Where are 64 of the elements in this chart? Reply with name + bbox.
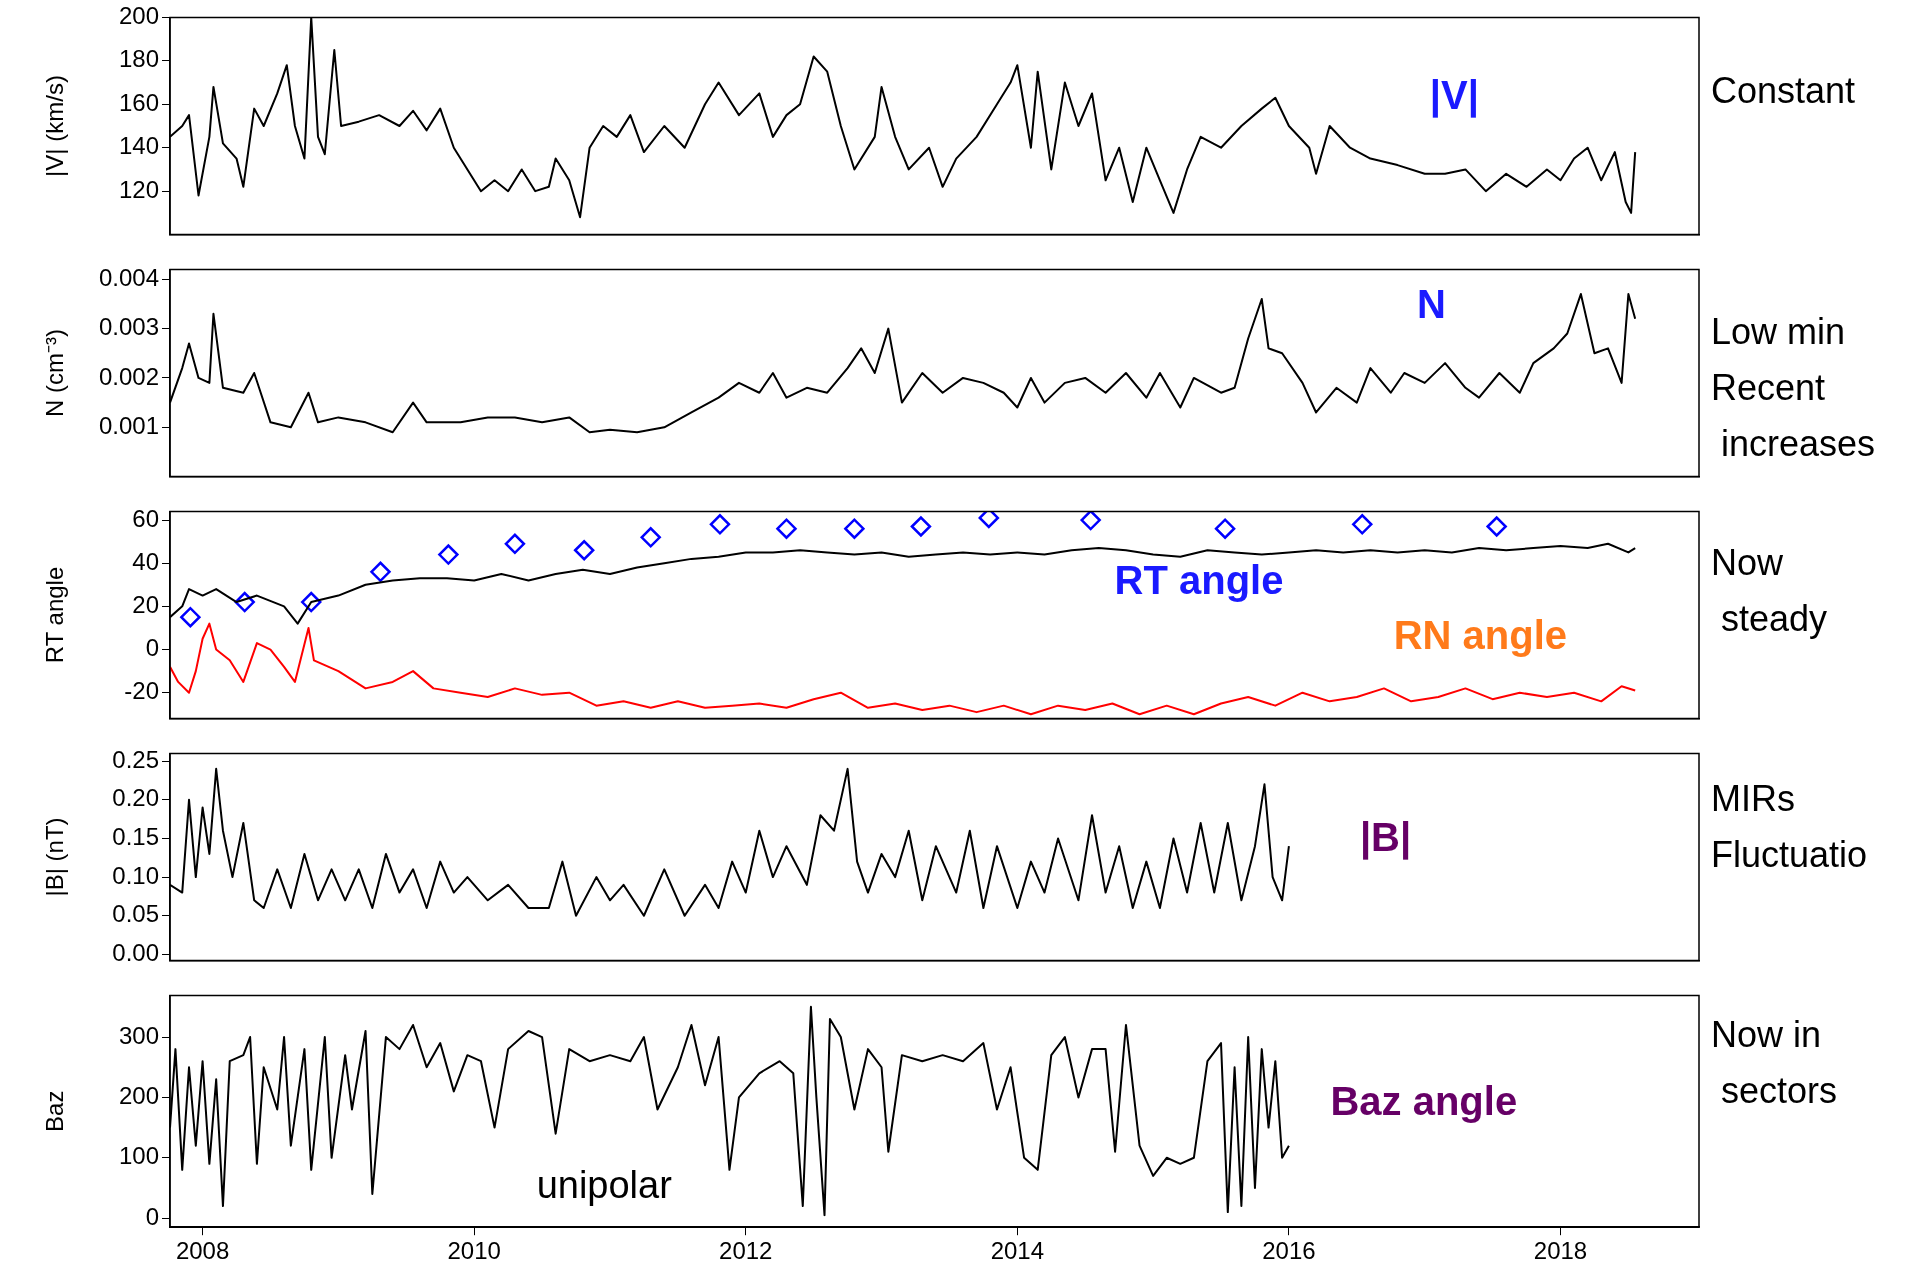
y-tick-label: 0.001 — [98, 411, 159, 439]
text: MIRs Fluctuatio — [1711, 777, 1868, 875]
annotation: N — [1416, 281, 1446, 326]
y-tick-label: 120 — [118, 175, 159, 203]
point — [910, 516, 932, 537]
annotation: RN angle — [1393, 612, 1568, 657]
point — [978, 511, 1000, 529]
annotation: Baz angle — [1330, 1079, 1518, 1124]
y-tick-label: 0.003 — [98, 313, 159, 341]
y-tick-label: -20 — [124, 677, 159, 705]
y-tick-label: 0.15 — [112, 823, 159, 851]
x-tick-label: 2010 — [447, 1237, 501, 1265]
y-tick-label: 20 — [132, 590, 159, 618]
x-tick-label: 2008 — [175, 1237, 230, 1265]
point — [438, 544, 459, 565]
y-axis-title: |B| (nT) — [41, 817, 69, 897]
y-tick-label: 0.10 — [112, 861, 159, 889]
y-tick-label: 140 — [118, 132, 159, 160]
text: Now in sectors — [1711, 1014, 1838, 1112]
point — [234, 591, 255, 613]
y-tick-label: 160 — [118, 88, 159, 116]
y-tick-label: 0.05 — [112, 900, 159, 928]
y-tick-label: 180 — [118, 45, 159, 73]
point — [504, 533, 526, 555]
point — [1351, 514, 1373, 535]
point — [573, 540, 595, 561]
annotation: RT angle — [1114, 557, 1284, 602]
point — [844, 518, 865, 539]
y-tick-label: 100 — [118, 1142, 159, 1170]
point — [776, 518, 797, 539]
point — [300, 591, 322, 613]
y-tick-label: 0.004 — [98, 263, 159, 291]
y-axis-title: N (cm⁻³) — [41, 329, 69, 417]
y-tick-label: 60 — [132, 504, 159, 532]
point — [180, 606, 201, 628]
x-tick-label: 2012 — [719, 1237, 773, 1265]
y-tick-label: 300 — [118, 1021, 159, 1049]
x-tick-label: 2014 — [990, 1237, 1045, 1265]
point — [709, 514, 731, 535]
y-tick-label: 200 — [118, 2, 159, 30]
y-tick-label: 0.20 — [112, 784, 159, 812]
x-tick-label: 2016 — [1262, 1237, 1316, 1265]
y-axis-title: |V| (km/s) — [41, 75, 69, 177]
point — [1214, 518, 1236, 539]
y-tick-label: 40 — [132, 547, 159, 575]
y-tick-label: 0.25 — [112, 745, 159, 773]
y-tick-label: 0 — [145, 634, 159, 662]
point — [1080, 511, 1101, 531]
point — [1486, 516, 1507, 537]
y-tick-label: 0.002 — [98, 362, 159, 390]
point — [370, 561, 391, 583]
text: Now steady — [1711, 542, 1828, 640]
point — [640, 527, 661, 548]
y-tick-label: 0 — [145, 1202, 159, 1230]
y-tick-label: 0.00 — [112, 939, 159, 967]
x-tick-label: 2018 — [1533, 1237, 1588, 1265]
text: Low min Recent increases — [1711, 310, 1876, 464]
annotation: |V| — [1429, 72, 1479, 118]
y-axis-title: RT angle — [41, 566, 69, 664]
y-axis-title: Baz — [41, 1090, 69, 1132]
text: Constant — [1711, 70, 1856, 112]
annotation: |B| — [1359, 815, 1412, 861]
y-tick-label: 200 — [118, 1082, 159, 1110]
annotation: unipolar — [536, 1164, 673, 1207]
